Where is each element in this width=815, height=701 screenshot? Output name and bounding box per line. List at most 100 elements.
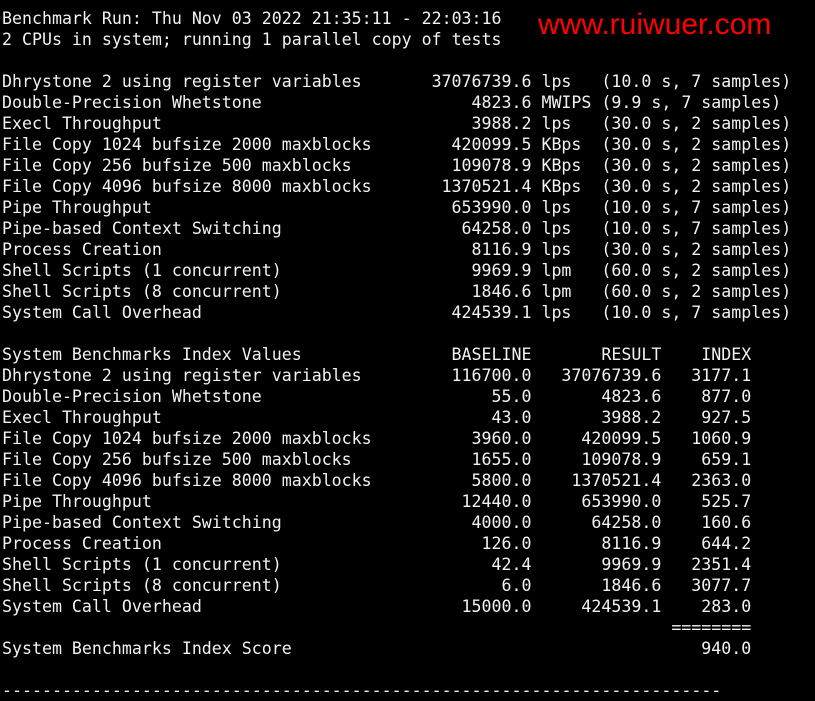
result-value: 9969.9 — [601, 555, 662, 574]
baseline-value: 55.0 — [491, 387, 532, 406]
index-row: File Copy 1024 bufsize 2000 maxblocks 396… — [2, 428, 791, 449]
test-value: 4823.6 — [471, 93, 532, 112]
result-value: 4823.6 — [601, 387, 662, 406]
test-unit: lps — [541, 198, 572, 217]
index-header-label: INDEX — [701, 345, 752, 364]
test-unit: lpm — [541, 261, 572, 280]
test-detail: (30.0 s, 2 samples) — [601, 177, 792, 196]
cpu-line: 2 CPUs in system; running 1 parallel cop… — [2, 30, 502, 49]
result-value: 1370521.4 — [571, 471, 662, 490]
baseline-value: 15000.0 — [461, 597, 532, 616]
test-name: Process Creation — [2, 534, 162, 553]
baseline-value: 12440.0 — [461, 492, 532, 511]
index-row: System Call Overhead 15000.0 424539.1 283.0 — [2, 596, 791, 617]
test-detail: (30.0 s, 2 samples) — [601, 135, 792, 154]
baseline-value: 6.0 — [501, 576, 532, 595]
baseline-value: 3960.0 — [471, 429, 532, 448]
test-name: Dhrystone 2 using register variables — [2, 366, 362, 385]
index-header: System Benchmarks Index Values BASELINE RE… — [2, 344, 791, 365]
index-value: 927.5 — [701, 408, 752, 427]
result-value: 424539.1 — [581, 597, 662, 616]
index-value: 2363.0 — [691, 471, 752, 490]
test-name: Process Creation — [2, 240, 162, 259]
result-header: RESULT — [601, 345, 662, 364]
baseline-value: 116700.0 — [451, 366, 532, 385]
test-unit: lps — [541, 219, 572, 238]
index-score: 940.0 — [701, 639, 752, 658]
test-unit: lps — [541, 72, 572, 91]
test-detail: (30.0 s, 2 samples) — [601, 156, 792, 175]
test-detail: (10.0 s, 7 samples) — [601, 72, 792, 91]
test-name: Shell Scripts (1 concurrent) — [2, 261, 282, 280]
result-row: Execl Throughput 3988.2 lps (30.0 s, 2 samp… — [2, 113, 791, 134]
test-value: 8116.9 — [471, 240, 532, 259]
result-value: 64258.0 — [591, 513, 662, 532]
footer-row: ----------------------------------------… — [2, 680, 791, 701]
index-value: 283.0 — [701, 597, 752, 616]
test-value: 653990.0 — [451, 198, 532, 217]
index-row: Process Creation 126.0 8116.9 644.2 — [2, 533, 791, 554]
result-row: System Call Overhead 424539.1 lps (10.0 s, … — [2, 302, 791, 323]
test-name: Pipe-based Context Switching — [2, 219, 282, 238]
test-value: 109078.9 — [451, 156, 532, 175]
result-row: Dhrystone 2 using register variables 3707… — [2, 71, 791, 92]
result-value: 8116.9 — [601, 534, 662, 553]
result-value: 3988.2 — [601, 408, 662, 427]
cpu-header: 2 CPUs in system; running 1 parallel cop… — [2, 29, 791, 50]
index-value: 3077.7 — [691, 576, 752, 595]
index-value: 3177.1 — [691, 366, 752, 385]
result-row: File Copy 1024 bufsize 2000 maxblocks 420… — [2, 134, 791, 155]
result-row: Double-Precision Whetstone 4823.6 MWIPS (9.… — [2, 92, 791, 113]
test-unit: lps — [541, 303, 572, 322]
test-unit: lps — [541, 240, 572, 259]
index-row: Double-Precision Whetstone 55.0 4823.6 877.… — [2, 386, 791, 407]
test-name: Pipe Throughput — [2, 492, 152, 511]
test-value: 3988.2 — [471, 114, 532, 133]
baseline-value: 4000.0 — [471, 513, 532, 532]
test-name: System Call Overhead — [2, 597, 202, 616]
index-value: 659.1 — [701, 450, 752, 469]
test-name: Shell Scripts (1 concurrent) — [2, 555, 282, 574]
test-detail: (30.0 s, 2 samples) — [601, 240, 792, 259]
result-value: 1846.6 — [601, 576, 662, 595]
test-name: File Copy 256 bufsize 500 maxblocks — [2, 450, 352, 469]
index-value: 877.0 — [701, 387, 752, 406]
run-line: Benchmark Run: Thu Nov 03 2022 21:35:11 … — [2, 9, 502, 28]
score-label: System Benchmarks Index Score — [2, 639, 292, 658]
index-row: Pipe-based Context Switching 4000.0 64258.… — [2, 512, 791, 533]
index-row: Shell Scripts (1 concurrent) 42.4 9969.9 23… — [2, 554, 791, 575]
baseline-value: 1655.0 — [471, 450, 532, 469]
result-row: Pipe-based Context Switching 64258.0 lps (1… — [2, 218, 791, 239]
baseline-value: 5800.0 — [471, 471, 532, 490]
index-row: File Copy 256 bufsize 500 maxblocks 1655.… — [2, 449, 791, 470]
index-separator: ======== — [671, 618, 752, 637]
test-name: File Copy 4096 bufsize 8000 maxblocks — [2, 177, 372, 196]
score-row: System Benchmarks Index Score 940.0 — [2, 638, 791, 659]
index-row: Dhrystone 2 using register variables 1167… — [2, 365, 791, 386]
blank-line — [2, 50, 791, 71]
test-detail: (10.0 s, 7 samples) — [601, 219, 792, 238]
test-detail: (9.9 s, 7 samples) — [601, 93, 782, 112]
baseline-value: 42.4 — [491, 555, 532, 574]
test-name: Shell Scripts (8 concurrent) — [2, 576, 282, 595]
test-name: System Call Overhead — [2, 303, 202, 322]
test-value: 37076739.6 — [431, 72, 532, 91]
test-detail: (10.0 s, 7 samples) — [601, 303, 792, 322]
blank-line — [2, 323, 791, 344]
test-unit: KBps — [541, 156, 582, 175]
result-value: 420099.5 — [581, 429, 662, 448]
test-detail: (10.0 s, 7 samples) — [601, 198, 792, 217]
result-row: Shell Scripts (1 concurrent) 9969.9 lpm (60… — [2, 260, 791, 281]
test-value: 1846.6 — [471, 282, 532, 301]
result-value: 37076739.6 — [561, 366, 662, 385]
index-row: Pipe Throughput 12440.0 653990.0 525.7 — [2, 491, 791, 512]
result-row: Process Creation 8116.9 lps (30.0 s, 2 samp… — [2, 239, 791, 260]
index-value: 525.7 — [701, 492, 752, 511]
result-value: 109078.9 — [581, 450, 662, 469]
test-name: Pipe Throughput — [2, 198, 152, 217]
test-value: 1370521.4 — [441, 177, 532, 196]
test-name: File Copy 1024 bufsize 2000 maxblocks — [2, 429, 372, 448]
index-value: 644.2 — [701, 534, 752, 553]
test-value: 420099.5 — [451, 135, 532, 154]
test-detail: (30.0 s, 2 samples) — [601, 114, 792, 133]
